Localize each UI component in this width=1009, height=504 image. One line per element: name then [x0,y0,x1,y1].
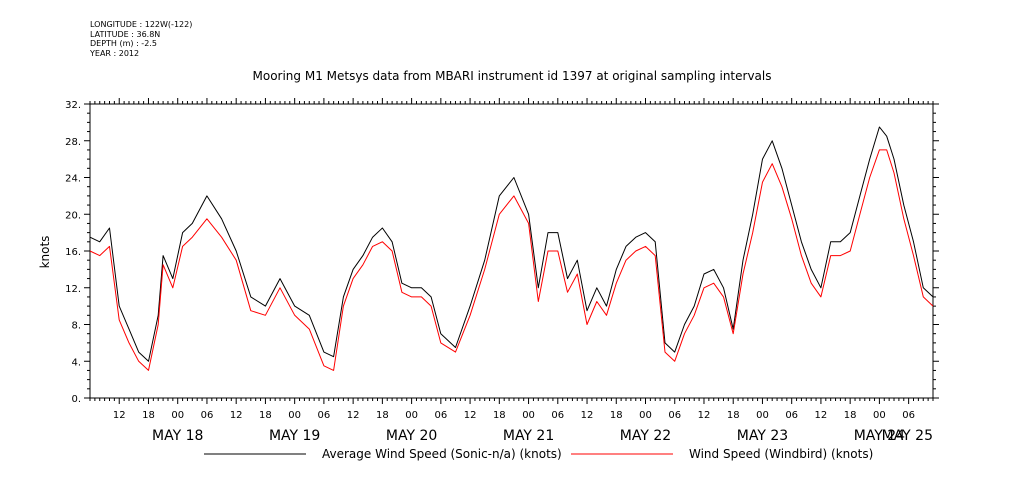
x-tick-label: 06 [318,410,331,421]
x-day-label: MAY 22 [620,428,671,444]
plot-area [89,126,934,371]
x-day-label: MAY 24 [854,428,905,444]
y-tick-label: 0. [71,394,81,405]
y-tick-label: 20. [65,210,81,221]
x-tick-label: 12 [113,410,126,421]
x-tick-label: 12 [581,410,594,421]
series-line-average-wind-speed [89,126,934,362]
y-tick-label: 24. [65,174,81,185]
chart-title: Mooring M1 Metsys data from MBARI instru… [253,69,772,83]
x-day-label: MAY 25 [882,428,933,444]
x-tick-label: 18 [493,410,506,421]
year-label: YEAR : 2012 [90,48,140,58]
x-tick-label: 00 [522,410,535,421]
x-tick-label: 06 [668,410,681,421]
longitude-label: LONGITUDE : 122W(-122) [90,20,193,29]
x-day-label: MAY 23 [737,428,788,444]
x-day-label: MAY 21 [503,428,554,444]
x-axis: 12 18 00 06 12 18 00 06 12 18 00 06 12 18 00 06 12 18 00 06… [89,98,934,444]
y-axis-label: knots [38,236,52,269]
x-tick-label: 06 [434,410,447,421]
x-tick-label: 18 [727,410,740,421]
x-tick-label: 00 [288,410,301,421]
x-tick-label: 00 [756,410,769,421]
x-tick-label: 12 [815,410,828,421]
x-day-label: MAY 19 [269,428,320,444]
y-tick-label: 28. [65,137,81,148]
x-tick-label: 12 [347,410,360,421]
y-tick-label: 4. [71,357,81,368]
x-tick-label: 18 [142,410,155,421]
legend-label-wind-speed-windbird: Wind Speed (Windbird) (knots) [689,447,873,461]
x-day-label: MAY 18 [152,428,203,444]
x-tick-label: 18 [610,410,623,421]
latitude-label: LATITUDE : 36.8N [90,29,161,39]
x-tick-label: 12 [230,410,243,421]
y-tick-label: 16. [65,247,81,258]
plot-frame [89,103,934,399]
x-tick-label: 00 [405,410,418,421]
y-tick-label: 8. [71,321,81,332]
series-line-wind-speed-windbird [89,149,934,371]
x-tick-label: 06 [201,410,214,421]
legend: Average Wind Speed (Sonic-n/a) (knots) W… [204,447,873,461]
x-tick-label: 00 [639,410,652,421]
x-day-label: MAY 20 [386,428,437,444]
x-tick-label: 06 [902,410,915,421]
x-tick-label: 06 [551,410,564,421]
y-tick-label: 32. [65,100,81,111]
x-tick-label: 12 [698,410,711,421]
station-metadata: LONGITUDE : 122W(-122) LATITUDE : 36.8N … [90,20,192,58]
x-tick-label: 00 [171,410,184,421]
x-tick-label: 12 [464,410,477,421]
x-tick-label: 18 [844,410,857,421]
x-tick-label: 18 [376,410,389,421]
depth-label: DEPTH (m) : -2.5 [90,39,157,48]
y-axis: 0. 4. 8. 12. 16. 20. 24. 28. 32. [65,100,939,405]
x-tick-label: 06 [785,410,798,421]
y-tick-label: 12. [65,284,81,295]
x-tick-label: 18 [259,410,272,421]
legend-label-average-wind-speed: Average Wind Speed (Sonic-n/a) (knots) [322,447,562,461]
x-tick-label: 00 [873,410,886,421]
